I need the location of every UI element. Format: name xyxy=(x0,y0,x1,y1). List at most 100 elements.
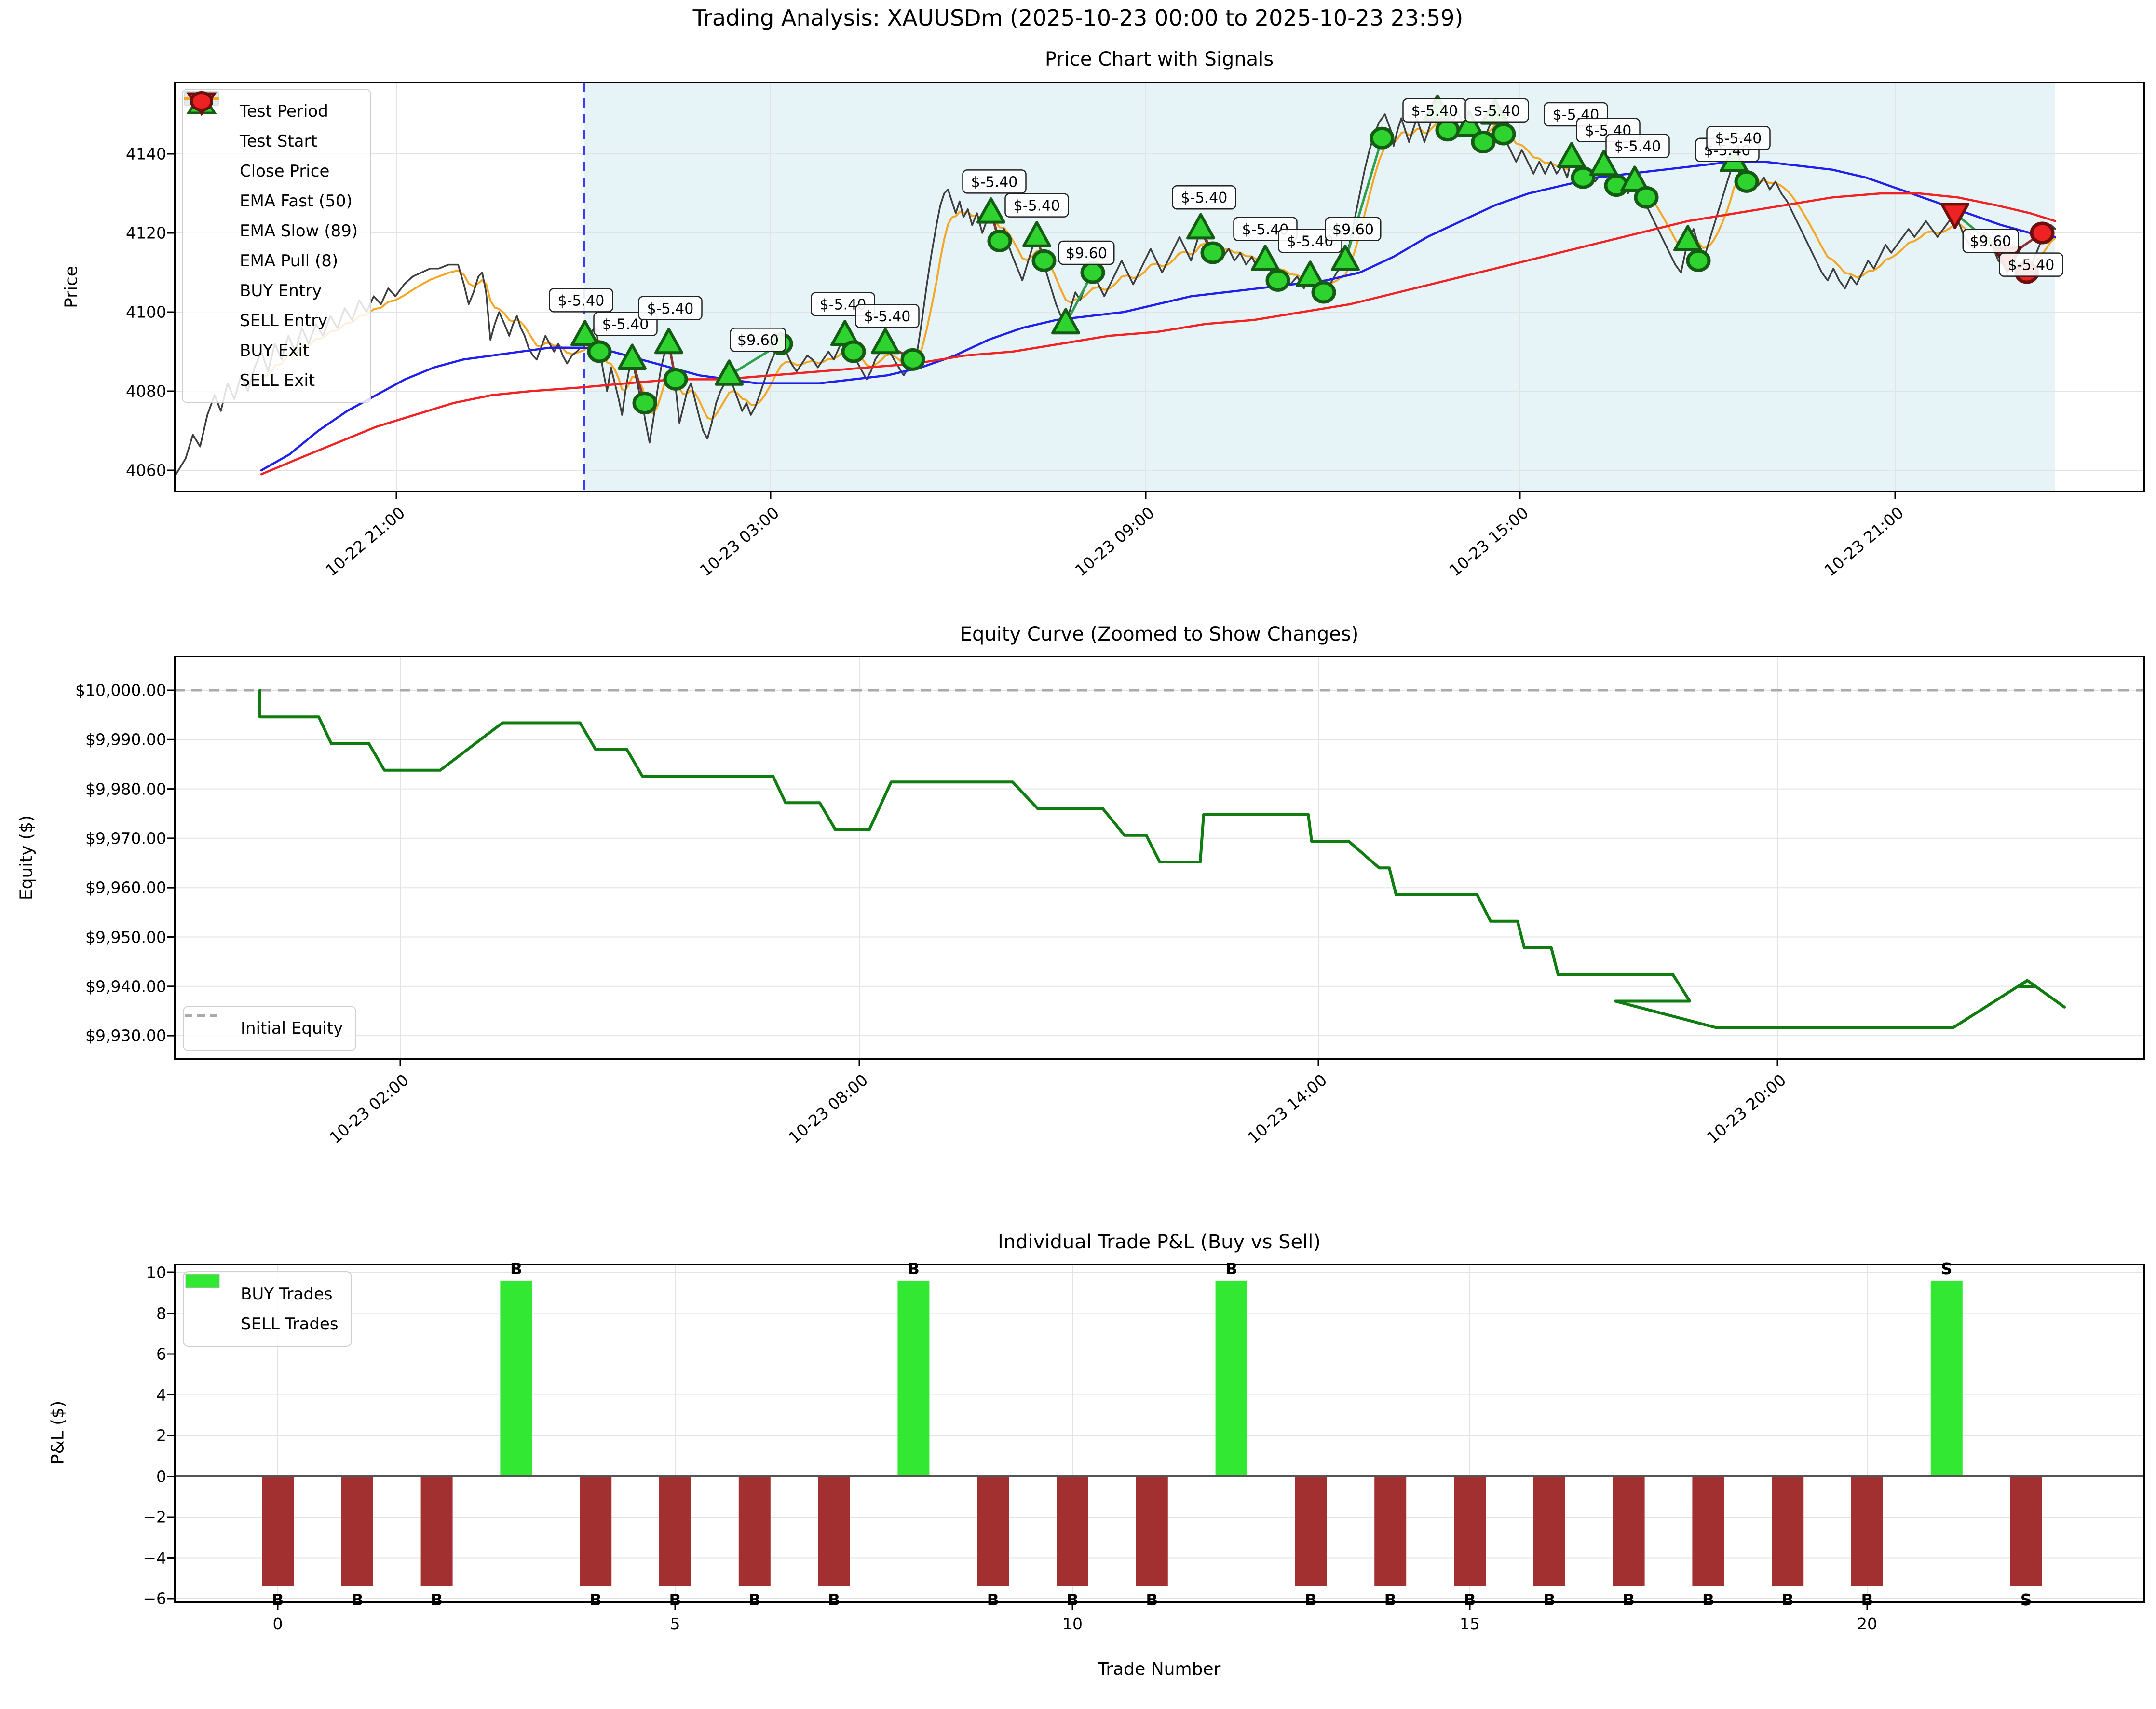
equity-ytick-label: $10,000.00 xyxy=(75,681,166,700)
legend-item: Initial Equity xyxy=(185,1013,343,1043)
pnl-annotation: $-5.40 xyxy=(1172,185,1236,210)
buy-entry-marker xyxy=(1589,150,1618,177)
legend-label: Initial Equity xyxy=(241,1019,343,1038)
pnl-bar-loss xyxy=(1613,1476,1645,1586)
pnl-annotation: $-5.40 xyxy=(638,296,703,321)
trade-direction-label: B xyxy=(987,1590,999,1609)
equity-chart-canvas xyxy=(167,656,2145,1066)
trade-direction-label: B xyxy=(1623,1590,1635,1609)
legend-item: Close Price xyxy=(184,97,358,186)
pnl-bar-win xyxy=(1215,1280,1247,1477)
buy-exit-marker xyxy=(1200,241,1225,264)
annotation-box xyxy=(962,169,1027,194)
buy-entry-marker xyxy=(1331,245,1360,271)
equity-ytick-label: $9,990.00 xyxy=(85,730,166,749)
pnl-ytick-label: −2 xyxy=(143,1507,166,1527)
price-chart-canvas: $-5.40 $-5.40 $-5.40 $9.60 $-5.40 $-5.40 $-5.4… xyxy=(167,82,2145,499)
equity-chart: Initial Equity xyxy=(167,656,2145,1066)
trade-direction-label: B xyxy=(748,1590,761,1609)
pnl-chart: BUY Trades SELL Trades xyxy=(167,1264,2145,1610)
pnl-ytick-label: 4 xyxy=(156,1385,166,1404)
annotation-box xyxy=(1058,240,1115,265)
equity-chart-legend: Initial Equity xyxy=(183,1006,357,1051)
pnl-annotation: $9.60 xyxy=(730,328,786,352)
trade-direction-label: S xyxy=(1940,1259,1953,1278)
pnl-xtick-label: 5 xyxy=(670,1614,680,1633)
legend-label: EMA Pull (8) xyxy=(240,251,339,271)
trade-direction-label: B xyxy=(510,1259,522,1278)
legend-label: BUY Trades xyxy=(241,1285,333,1304)
buy-exit-marker xyxy=(1435,119,1460,142)
pnl-annotation: $9.60 xyxy=(1962,229,2019,253)
pnl-xtick-label: 15 xyxy=(1460,1614,1480,1633)
equity-ytick-label: $9,950.00 xyxy=(85,928,166,946)
legend-item: EMA Slow (89) xyxy=(184,97,358,246)
pnl-bar-loss xyxy=(659,1476,691,1586)
annotation-text: $9.60 xyxy=(1066,245,1107,262)
pnl-bar-loss xyxy=(977,1476,1009,1586)
annotation-text: $9.60 xyxy=(737,332,779,349)
pnl-xlabel: Trade Number xyxy=(1098,1659,1221,1679)
pnl-bar-loss xyxy=(1136,1476,1168,1586)
pnl-annotation: $-5.40 xyxy=(855,303,920,328)
legend-label: BUY Exit xyxy=(240,341,310,360)
pnl-bar-loss xyxy=(1295,1476,1327,1586)
trade-direction-label: S xyxy=(2020,1590,2032,1609)
pnl-ytick-label: 0 xyxy=(156,1467,166,1486)
annotation-box xyxy=(1172,185,1236,210)
figure-title: Trading Analysis: XAUUSDm (2025-10-23 00… xyxy=(692,5,1464,31)
pnl-bar-loss xyxy=(818,1476,850,1586)
price-xtick-label: 10-23 21:00 xyxy=(1820,503,1908,580)
buy-exit-marker xyxy=(1265,269,1290,292)
buy-entry-marker xyxy=(1296,260,1325,287)
buy-entry-marker xyxy=(976,197,1005,224)
equity-xtick-label: 10-23 08:00 xyxy=(785,1070,872,1148)
pnl-bar-win xyxy=(897,1280,930,1477)
equity-ytick-label: $9,980.00 xyxy=(85,779,166,799)
annotation-box xyxy=(638,296,703,321)
buy-exit-marker xyxy=(1491,123,1516,146)
price-ytick-label: 4140 xyxy=(126,144,166,164)
pnl-ytick-label: 2 xyxy=(156,1426,166,1445)
annotation-text: $-5.40 xyxy=(1474,103,1520,120)
annotation-text: $9.60 xyxy=(1970,233,2011,250)
trade-direction-label: B xyxy=(1464,1590,1476,1609)
buy-exit-marker xyxy=(1571,166,1596,189)
buy-entry-marker xyxy=(570,320,599,346)
buy-exit-marker xyxy=(841,340,866,363)
equity-ytick-label: $9,940.00 xyxy=(85,977,166,996)
pnl-bar-loss xyxy=(1851,1476,1883,1586)
equity-xtick-label: 10-23 20:00 xyxy=(1703,1070,1790,1148)
annotation-text: $-5.40 xyxy=(971,174,1018,191)
price-xtick-label: 10-23 15:00 xyxy=(1445,503,1532,580)
pnl-annotation: $-5.40 xyxy=(1004,193,1069,218)
trade-direction-label: B xyxy=(1543,1590,1556,1609)
equity-chart-title: Equity Curve (Zoomed to Show Changes) xyxy=(960,623,1359,645)
equity-ytick-label: $9,970.00 xyxy=(85,829,166,848)
buy-entry-marker xyxy=(1022,221,1051,247)
equity-ytick-label: $9,960.00 xyxy=(85,878,166,897)
sell-entry-marker xyxy=(1940,203,1969,229)
annotation-text: $-5.40 xyxy=(1181,190,1228,206)
price-ytick-label: 4100 xyxy=(126,302,166,322)
legend-label: SELL Entry xyxy=(240,311,328,330)
buy-entry-marker xyxy=(1557,142,1586,168)
pnl-ytick-label: −4 xyxy=(143,1548,166,1567)
buy-exit-marker xyxy=(632,392,657,415)
buy-entry-marker xyxy=(1620,165,1649,192)
buy-exit-marker xyxy=(1634,186,1659,209)
buy-exit-marker xyxy=(1031,249,1057,272)
pnl-chart-title: Individual Trade P&L (Buy vs Sell) xyxy=(998,1231,1321,1253)
annotation-box xyxy=(1004,193,1069,218)
pnl-bar-loss xyxy=(341,1476,373,1586)
price-chart-legend: Test Period Test Start Close Price EMA Fast… xyxy=(182,89,372,403)
legend-item: BUY Entry xyxy=(186,90,358,306)
pnl-annotation: $-5.40 xyxy=(962,169,1027,194)
pnl-annotation: $-5.40 xyxy=(1464,98,1529,123)
trade-direction-label: B xyxy=(1781,1590,1794,1609)
legend-item: SELL Entry xyxy=(186,92,358,336)
trade-direction-label: B xyxy=(589,1590,602,1609)
annotation-text: $9.60 xyxy=(1332,221,1374,238)
price-ylabel: Price xyxy=(61,266,81,308)
buy-entry-marker xyxy=(1673,225,1702,251)
